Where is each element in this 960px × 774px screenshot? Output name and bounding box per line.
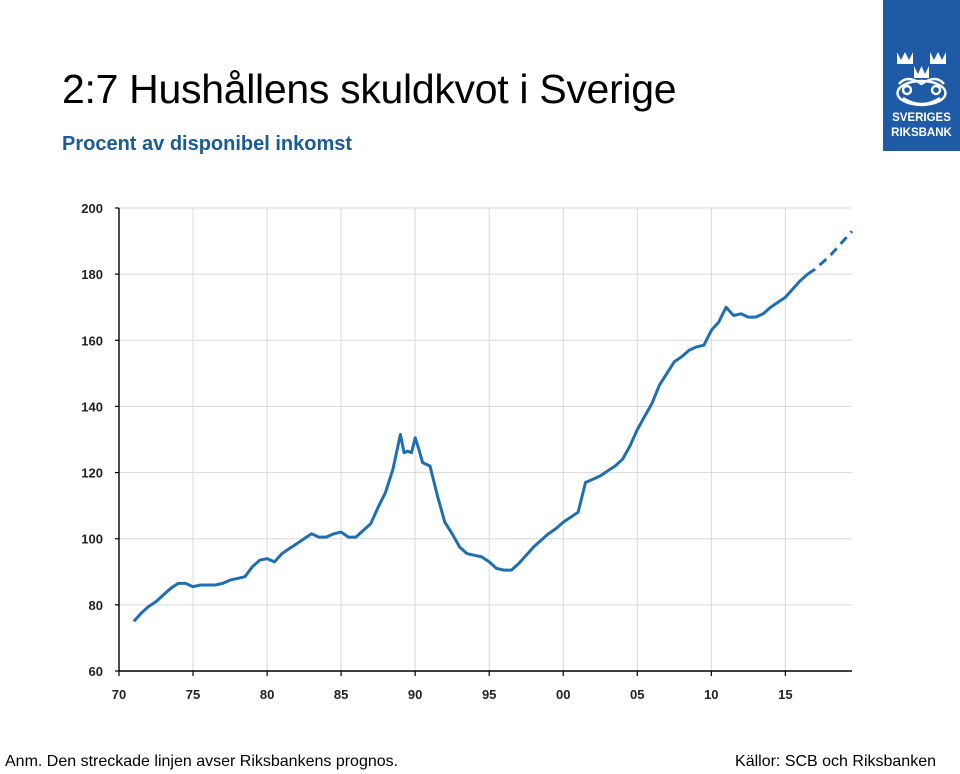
footnote: Anm. Den streckade linjen avser Riksbank…	[5, 753, 399, 770]
x-tick-label: 85	[334, 687, 348, 702]
x-tick-label: 00	[556, 687, 570, 702]
x-tick-label: 10	[704, 687, 718, 702]
x-tick-label: 15	[778, 687, 792, 702]
y-tick-label: 60	[89, 664, 103, 679]
x-tick-label: 90	[408, 687, 422, 702]
y-axis-tick-labels: 60 80 100 120 140 160 180 200	[81, 201, 103, 679]
x-axis-tick-labels: 70 75 80 85 90 95 00 05 10 15	[112, 687, 793, 702]
x-tick-label: 70	[112, 687, 126, 702]
page-subtitle: Procent av disponibel inkomst	[62, 133, 353, 155]
y-tick-label: 160	[81, 333, 103, 348]
outcome-series-line	[132, 272, 809, 623]
source-note: Källor: SCB och Riksbanken	[735, 753, 936, 770]
y-tick-label: 120	[81, 466, 103, 481]
y-tick-label: 100	[81, 532, 103, 547]
chart-grid	[119, 207, 852, 671]
y-tick-label: 140	[81, 399, 103, 414]
riksbank-logo: SVERIGES RIKSBANK	[883, 0, 960, 151]
y-tick-label: 80	[89, 598, 103, 613]
x-tick-label: 80	[260, 687, 274, 702]
chart-axes	[115, 207, 852, 676]
logo-text-line2: RIKSBANK	[891, 127, 952, 139]
x-tick-label: 95	[482, 687, 496, 702]
page-title: 2:7 Hushållens skuldkvot i Sverige	[62, 66, 677, 112]
riksbank-emblem-icon	[896, 52, 947, 107]
chart-series	[132, 230, 854, 623]
x-tick-label: 05	[630, 687, 644, 702]
y-tick-label: 200	[81, 201, 103, 216]
y-tick-label: 180	[81, 267, 103, 282]
x-tick-label: 75	[186, 687, 200, 702]
debt-ratio-chart: 60 80 100 120 140 160 180 200 70 75 80 85 90 95 00 05 1…	[81, 201, 854, 702]
forecast-series-line	[806, 230, 854, 276]
logo-text-line1: SVERIGES	[892, 112, 951, 124]
